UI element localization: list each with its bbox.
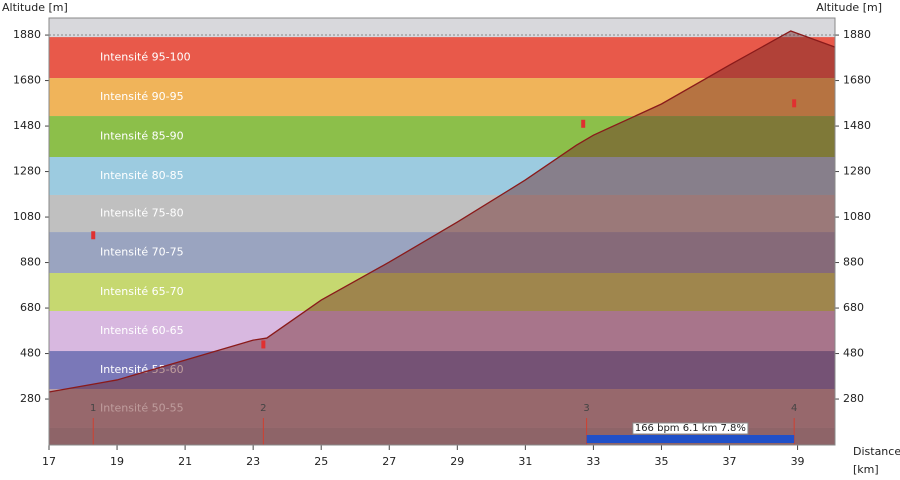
y-tick-label: 1880 [13,28,41,41]
y2-tick-label: 1480 [843,119,871,132]
y2-tick-label: 480 [843,347,864,360]
intensity-band [49,37,835,79]
x-axis-title: Distance [853,445,900,458]
x-tick-label: 21 [178,455,192,468]
y-tick-label: 280 [20,392,41,405]
y-tick-label: 680 [20,301,41,314]
x-tick-label: 23 [246,455,260,468]
x-tick-label: 37 [723,455,737,468]
marker [91,231,96,240]
x-tick-label: 31 [518,455,532,468]
y2-tick-label: 880 [843,256,864,269]
x-tick-label: 27 [382,455,396,468]
band-label: Intensité 85-90 [100,130,184,143]
profile-area [49,30,835,445]
intensity-band [49,273,835,312]
band-label: Intensité 80-85 [100,169,184,182]
band-label: Intensité 60-65 [100,324,184,337]
climb-label-bg [632,422,749,435]
marker [261,340,266,349]
y-tick-label: 1480 [13,119,41,132]
intensity-band [49,351,835,390]
intensity-band [49,232,835,274]
plot-frame [48,17,836,446]
marker [581,119,586,128]
band-label: Intensité 90-95 [100,90,184,103]
x-tick-label: 35 [654,455,668,468]
x-tick-label: 33 [586,455,600,468]
y-tick-label: 1280 [13,165,41,178]
x-tick-label: 25 [314,455,328,468]
band-label: Intensité 95-100 [100,51,191,64]
x-tick-label: 29 [450,455,464,468]
marker [792,99,797,108]
y-tick-label: 1080 [13,210,41,223]
intensity-band [49,389,835,428]
intensity-band [49,78,835,117]
climb-bar [586,435,795,443]
profile-line [48,30,836,393]
x-tick-label: 19 [110,455,124,468]
intensity-band [49,311,835,352]
y-tick-label: 480 [20,347,41,360]
lap-label: 4 [791,403,797,414]
y-tick-label: 880 [20,256,41,269]
y2-tick-label: 1880 [843,28,871,41]
intensity-band [49,194,835,233]
y2-tick-label: 680 [843,301,864,314]
band-label: Intensité 65-70 [100,285,184,298]
y2-axis-title: Altitude [m] [816,1,882,14]
lap-label: 1 [90,403,96,414]
y2-tick-label: 1080 [843,210,871,223]
y-tick-label: 1680 [13,74,41,87]
x-axis-unit: [km] [853,463,879,476]
lap-label: 2 [260,403,266,414]
x-tick-label: 39 [791,455,805,468]
y2-tick-label: 1280 [843,165,871,178]
lap-label: 3 [583,403,589,414]
intensity-band [49,116,835,157]
y2-tick-label: 280 [843,392,864,405]
climb-label: 166 bpm 6.1 km 7.8% [635,423,746,434]
y2-tick-label: 1680 [843,74,871,87]
y-axis-title: Altitude [m] [2,1,68,14]
x-tick-label: 17 [42,455,56,468]
band-label: Intensité 50-55 [100,401,184,414]
intensity-band [49,156,835,195]
band-label: Intensité 70-75 [100,246,184,259]
band-label: Intensité 75-80 [100,207,184,220]
